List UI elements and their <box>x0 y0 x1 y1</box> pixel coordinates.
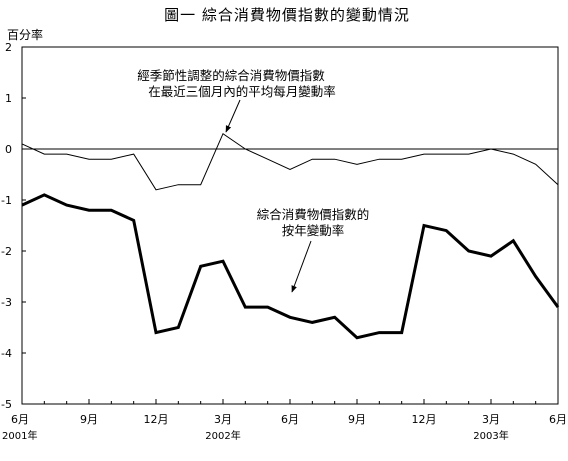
x-tick-label: 3月 <box>482 413 500 426</box>
y-tick-label: -1 <box>1 194 12 207</box>
annotation-seasonal-line2: 在最近三個月內的平均每月變動率 <box>148 84 336 99</box>
x-axis: 6月 9月 12月 3月 6月 9月 12月 3月 6月 2001年 2002年 2003年 <box>2 399 567 442</box>
y-tick-label: -2 <box>1 245 12 258</box>
annotation-yoy-arrow <box>291 240 312 293</box>
y-tick-label: 2 <box>5 41 12 54</box>
annotation-seasonal-arrow <box>225 99 241 133</box>
x-tick-label: 3月 <box>214 413 232 426</box>
series-line-seasonally-adjusted <box>21 132 559 191</box>
y-tick-label: -4 <box>1 347 12 360</box>
series-line-year-on-year <box>21 193 560 340</box>
x-tick-label: 6月 <box>11 413 29 426</box>
y-tick-label: -5 <box>1 398 12 411</box>
x-year-label: 2001年 <box>2 429 37 442</box>
x-tick-label: 9月 <box>80 413 98 426</box>
series-group <box>21 132 560 340</box>
y-tick-label: 1 <box>5 92 12 105</box>
x-year-label: 2002年 <box>205 429 240 442</box>
x-tick-label: 12月 <box>144 413 169 426</box>
x-tick-label: 12月 <box>412 413 437 426</box>
y-axis: 2 1 0 -1 -2 -3 -4 -5 <box>1 41 26 411</box>
x-tick-label: 6月 <box>281 413 299 426</box>
x-tick-label: 6月 <box>549 413 567 426</box>
annotation-yoy-line2: 按年變動率 <box>282 223 345 238</box>
y-tick-label: -3 <box>1 296 12 309</box>
annotation-yoy-line1: 綜合消費物價指數的 <box>257 207 370 222</box>
x-year-label: 2003年 <box>473 429 508 442</box>
annotation-seasonal-line1: 經季節性調整的綜合消費物價指數 <box>137 68 325 83</box>
y-axis-label: 百分率 <box>7 27 43 42</box>
chart-title: 圖一 綜合消費物價指數的變動情況 <box>164 6 410 24</box>
y-tick-label: 0 <box>5 143 12 156</box>
x-tick-label: 9月 <box>348 413 366 426</box>
annotations: 經季節性調整的綜合消費物價指數在最近三個月內的平均每月變動率綜合消費物價指數的按… <box>137 68 370 293</box>
